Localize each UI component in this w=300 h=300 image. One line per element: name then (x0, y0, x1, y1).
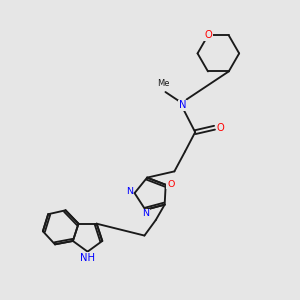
Text: NH: NH (80, 253, 95, 262)
Text: O: O (204, 30, 212, 40)
Text: N: N (179, 100, 186, 110)
Text: O: O (217, 123, 224, 133)
Text: Me: Me (157, 79, 169, 88)
Text: N: N (126, 187, 133, 196)
Text: N: N (142, 209, 149, 218)
Text: O: O (167, 180, 174, 189)
